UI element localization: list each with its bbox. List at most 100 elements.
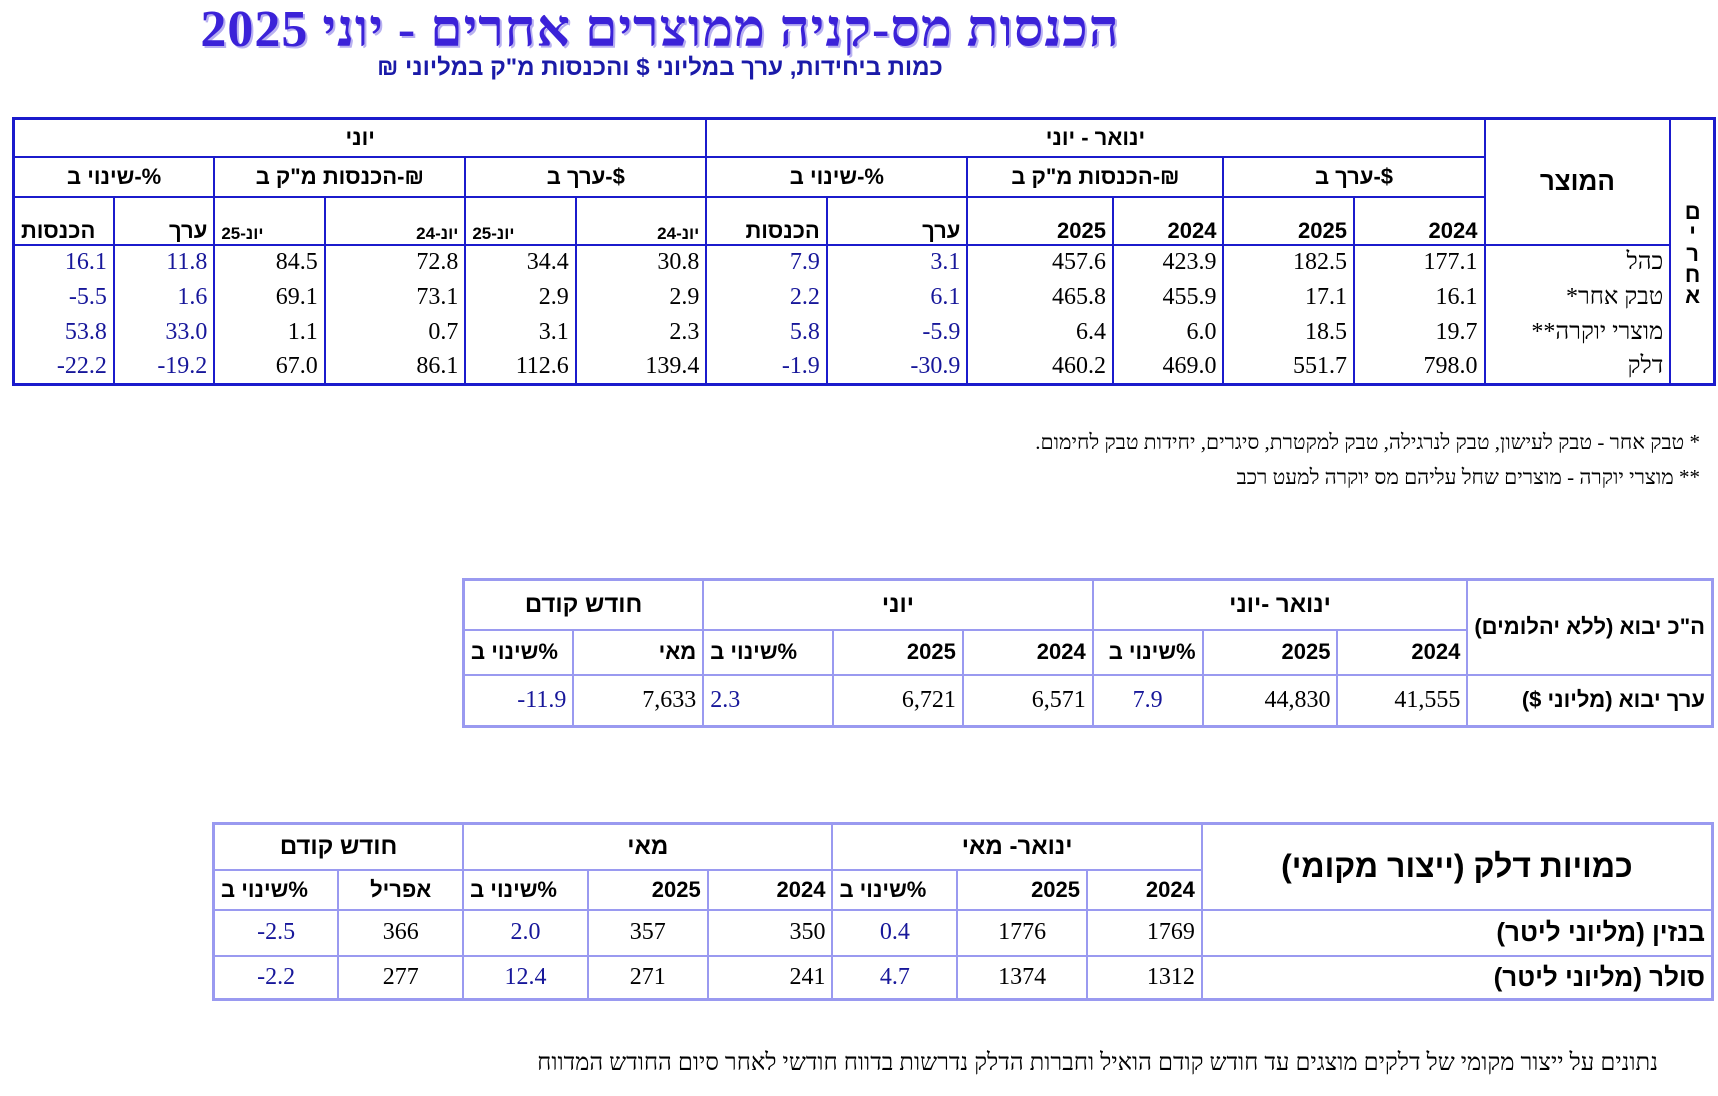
fuel-group-prev: חודש קודם (212, 822, 465, 871)
cell-month-revenue-24: 73.1 (323, 279, 467, 315)
cell-month-change-value: 11.8 (112, 244, 216, 280)
import-prev-may: 7,633 (572, 673, 705, 728)
cell-cum-value-25: 18.5 (1222, 314, 1355, 350)
table-row: -2.2 277 12.4 271 241 4.7 1374 1312 סולר… (212, 954, 1714, 1001)
fuel-col-2024: 2024 (706, 868, 834, 911)
cell-cum-revenue-25: 457.6 (966, 244, 1114, 280)
group-header-month: יוני (12, 118, 708, 157)
fuel-group-cum: ינואר- מאי (831, 822, 1203, 871)
footnote-other-tobacco: * טבק אחר - טבק לעישון, טבק לנרגילה, טבק… (1035, 430, 1700, 454)
cell-month-change-revenue: 53.8 (12, 314, 115, 350)
cell-month-revenue-24: 0.7 (323, 314, 467, 350)
cell-month-revenue-24: 72.8 (323, 244, 467, 280)
cell-cum-change-revenue: 5.8 (705, 314, 828, 350)
col-header-jun24: יונ-24 (574, 196, 708, 245)
fuel-row-label: בנזין (מליוני ליטר) (1200, 908, 1714, 957)
cell-product: כהל (1483, 244, 1672, 280)
fuel-group-month: מאי (462, 822, 834, 871)
fuel-cum-2025: 1776 (956, 908, 1089, 957)
cell-month-value-25: 34.4 (464, 244, 577, 280)
fuel-col-april: אפריל (337, 868, 465, 911)
cell-cum-value-24: 19.7 (1352, 314, 1486, 350)
excise-revenue-table: יוני ינואר - יוני המוצר אחרים שינוי ב-% … (12, 117, 1716, 386)
fuel-month-change: 2.0 (462, 908, 589, 957)
fuel-prev-change: -2.2 (212, 954, 340, 1001)
import-prev-change: -11.9 (462, 673, 575, 728)
cell-cum-change-value: -30.9 (825, 349, 969, 385)
col-header-jun25: יונ-25 (213, 196, 326, 245)
table-row: 53.8 33.0 1.1 0.7 3.1 2.3 5.8 -5.9 6.4 6… (12, 314, 1715, 350)
sub-header-revenue-cum: הכנסות מ"ק ב-₪ (966, 156, 1225, 197)
cell-cum-change-revenue: 2.2 (705, 279, 828, 315)
cell-cum-revenue-25: 460.2 (966, 349, 1114, 385)
cell-month-revenue-24: 86.1 (323, 349, 467, 385)
sub-header-value-cum: ערך ב-$ (1222, 156, 1486, 197)
fuel-row-label: סולר (מליוני ליטר) (1200, 954, 1714, 1001)
product-header: המוצר (1483, 118, 1672, 246)
cell-month-revenue-25: 1.1 (213, 314, 326, 350)
table-row: -11.9 7,633 2.3 6,721 6,571 7.9 44,830 4… (462, 673, 1714, 728)
table-row: -2.5 366 2.0 357 350 0.4 1776 1769 בנזין… (212, 908, 1714, 957)
cell-cum-value-25: 182.5 (1222, 244, 1355, 280)
fuel-header-label: כמויות דלק (ייצור מקומי) (1200, 822, 1714, 911)
import-group-cum: ינואר -יוני (1091, 578, 1469, 631)
import-cum-2025: 44,830 (1201, 673, 1339, 728)
cell-month-value-25: 3.1 (464, 314, 577, 350)
import-table: חודש קודם יוני ינואר -יוני ה"כ יבוא (ללא… (462, 578, 1714, 728)
col-header-2024: 2024 (1352, 196, 1486, 245)
cell-cum-value-25: 17.1 (1222, 279, 1355, 315)
fuel-month-change: 12.4 (462, 954, 589, 1001)
table-row: -22.2 -19.2 67.0 86.1 112.6 139.4 -1.9 -… (12, 349, 1715, 385)
cell-month-value-24: 139.4 (574, 349, 708, 385)
cell-month-revenue-25: 84.5 (213, 244, 326, 280)
col-header-jun24: יונ-24 (323, 196, 467, 245)
col-header-value: ערך (112, 196, 216, 245)
table-row: 16.1 11.8 84.5 72.8 34.4 30.8 7.9 3.1 45… (12, 244, 1715, 280)
import-col-2025: 2025 (1201, 628, 1339, 676)
col-header-2025: 2025 (966, 196, 1114, 245)
page-subtitle: כמות ביחידות, ערך במליוני $ והכנסות מ"ק … (377, 54, 943, 81)
cell-month-value-25: 112.6 (464, 349, 577, 385)
fuel-month-2024: 350 (706, 908, 834, 957)
import-col-2024: 2024 (1336, 628, 1469, 676)
import-col-change: שינוי ב% (1091, 628, 1204, 676)
fuel-prev-april: 277 (337, 954, 465, 1001)
cell-month-change-revenue: -5.5 (12, 279, 115, 315)
fuel-col-change: שינוי ב% (831, 868, 959, 911)
fuel-col-change: שינוי ב% (212, 868, 340, 911)
import-col-may: מאי (572, 628, 705, 676)
sub-header-change-cum: שינוי ב-% (705, 156, 969, 197)
cell-product: טבק אחר* (1483, 279, 1672, 315)
cell-cum-value-25: 551.7 (1222, 349, 1355, 385)
side-label: אחרים (1669, 118, 1716, 385)
import-col-change: שינוי ב% (702, 628, 835, 676)
fuel-col-change: שינוי ב% (462, 868, 589, 911)
group-header-cumulative: ינואר - יוני (705, 118, 1486, 157)
col-header-revenue: הכנסות (705, 196, 828, 245)
cell-cum-revenue-25: 6.4 (966, 314, 1114, 350)
import-month-2025: 6,721 (832, 673, 964, 728)
cell-cum-revenue-24: 469.0 (1111, 349, 1225, 385)
cell-cum-value-24: 177.1 (1352, 244, 1486, 280)
cell-cum-revenue-24: 423.9 (1111, 244, 1225, 280)
sub-header-value-month: ערך ב-$ (464, 156, 708, 197)
fuel-footer-note: נתונים על ייצור מקומי של דלקים מוצגים עד… (537, 1050, 1658, 1076)
sub-header-change-month: שינוי ב-% (12, 156, 216, 197)
fuel-month-2025: 357 (586, 908, 709, 957)
cell-product: דלק (1483, 349, 1672, 385)
cell-month-change-value: 33.0 (112, 314, 216, 350)
import-group-month: יוני (702, 578, 1094, 631)
cell-cum-revenue-25: 465.8 (966, 279, 1114, 315)
import-header-label: ה"כ יבוא (ללא יהלומים) (1466, 578, 1714, 676)
cell-cum-change-revenue: -1.9 (705, 349, 828, 385)
fuel-month-2025: 271 (586, 954, 709, 1001)
cell-cum-value-24: 798.0 (1352, 349, 1486, 385)
import-col-change: שינוי ב% (462, 628, 575, 676)
fuel-prev-change: -2.5 (212, 908, 340, 957)
fuel-col-2025: 2025 (956, 868, 1089, 911)
cell-month-value-25: 2.9 (464, 279, 577, 315)
cell-cum-change-value: -5.9 (825, 314, 969, 350)
page-title: הכנסות מס-קניה ממוצרים אחרים - יוני 2025 (200, 1, 1120, 58)
cell-month-change-value: -19.2 (112, 349, 216, 385)
import-col-2025: 2025 (832, 628, 964, 676)
